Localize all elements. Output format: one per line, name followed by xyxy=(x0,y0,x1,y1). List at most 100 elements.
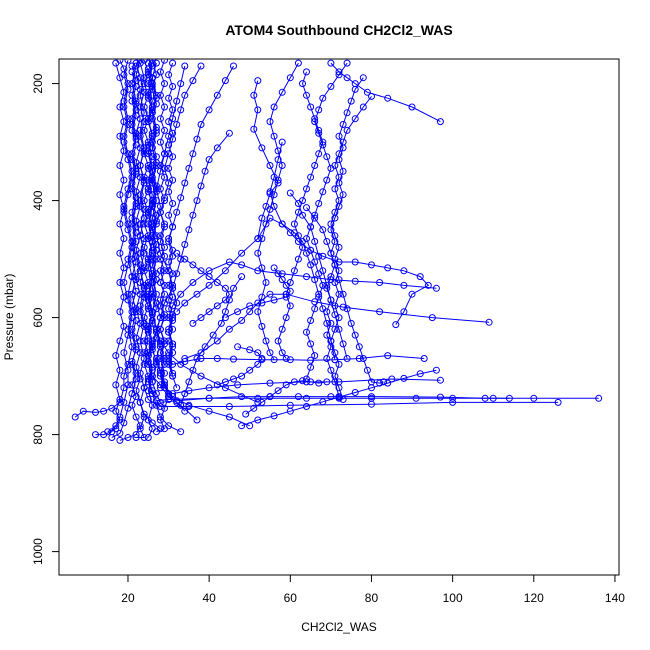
series-line xyxy=(289,192,348,359)
data-point xyxy=(217,319,225,327)
data-point xyxy=(335,393,343,401)
data-point xyxy=(335,71,343,79)
data-point xyxy=(140,243,148,251)
data-point xyxy=(266,290,274,298)
series-line xyxy=(168,261,437,377)
data-point xyxy=(173,397,181,405)
data-point xyxy=(307,103,315,111)
data-point xyxy=(148,419,156,427)
data-point xyxy=(209,331,217,339)
data-point xyxy=(152,129,160,137)
data-point xyxy=(327,296,335,304)
data-point xyxy=(169,311,177,319)
data-point xyxy=(376,279,384,286)
data-point xyxy=(152,91,160,99)
data-point xyxy=(144,211,152,219)
data-point xyxy=(213,144,221,152)
data-point xyxy=(173,121,181,128)
data-point xyxy=(359,103,367,111)
data-point xyxy=(181,390,189,398)
data-point xyxy=(339,340,347,348)
data-point xyxy=(128,401,136,409)
data-point xyxy=(274,147,282,155)
series-line xyxy=(151,65,186,383)
data-point xyxy=(132,71,140,79)
data-point xyxy=(124,381,132,389)
data-point xyxy=(286,407,294,415)
data-point xyxy=(303,185,310,193)
data-point xyxy=(319,226,327,234)
data-point xyxy=(132,334,140,342)
series-line xyxy=(176,217,430,325)
data-point xyxy=(436,376,444,384)
data-point xyxy=(254,106,262,114)
data-point xyxy=(177,428,185,436)
data-point xyxy=(331,214,339,222)
data-point xyxy=(323,319,331,327)
data-point xyxy=(331,356,339,364)
x-axis-label: CH2Cl2_WAS xyxy=(301,620,377,634)
data-point xyxy=(181,255,189,263)
data-point xyxy=(185,378,193,386)
series-line xyxy=(245,380,327,415)
y-axis: 200 400 600 800 1000 xyxy=(31,73,60,565)
data-point xyxy=(165,258,173,266)
x-tick-label: 140 xyxy=(605,591,625,605)
data-point xyxy=(303,91,310,99)
data-point xyxy=(246,346,254,354)
data-point xyxy=(290,220,298,228)
series-41 xyxy=(173,249,233,327)
data-point xyxy=(327,249,335,257)
data-point xyxy=(221,284,229,292)
data-point xyxy=(148,238,156,245)
data-point xyxy=(234,343,242,351)
data-point xyxy=(161,126,168,134)
data-point xyxy=(368,393,375,401)
data-point xyxy=(136,85,144,93)
data-point xyxy=(213,302,221,310)
data-point xyxy=(368,261,375,269)
data-point xyxy=(225,413,233,421)
data-point xyxy=(116,366,124,374)
data-point xyxy=(424,281,432,289)
data-point xyxy=(156,238,164,245)
data-point xyxy=(335,325,343,333)
data-point xyxy=(355,355,363,362)
data-point xyxy=(173,97,181,105)
data-point xyxy=(144,352,152,360)
data-point xyxy=(116,396,124,403)
data-point xyxy=(156,403,164,410)
data-point xyxy=(165,164,173,172)
series-25 xyxy=(323,74,367,401)
data-point xyxy=(173,299,181,307)
data-point xyxy=(351,331,359,339)
data-point xyxy=(189,211,197,219)
data-point xyxy=(238,261,246,269)
data-point xyxy=(213,337,221,345)
data-point xyxy=(307,317,315,324)
data-point xyxy=(359,74,367,82)
data-point xyxy=(230,355,237,363)
data-point xyxy=(144,396,152,403)
series-20 xyxy=(181,290,493,362)
data-point xyxy=(161,243,168,251)
data-point xyxy=(278,88,286,96)
data-point xyxy=(161,290,168,298)
series-38 xyxy=(221,264,294,322)
data-point xyxy=(161,150,168,158)
data-point xyxy=(140,197,148,205)
data-point xyxy=(140,126,148,134)
data-point xyxy=(303,249,310,257)
data-point xyxy=(315,150,323,158)
data-point xyxy=(408,290,416,298)
data-point xyxy=(152,290,160,298)
data-point xyxy=(286,189,294,197)
data-point xyxy=(335,202,343,210)
data-point xyxy=(282,381,290,389)
data-point xyxy=(124,226,132,234)
data-point xyxy=(319,94,327,102)
data-point xyxy=(132,363,140,371)
data-point xyxy=(221,267,229,275)
data-point xyxy=(307,173,315,181)
data-point xyxy=(213,91,221,99)
